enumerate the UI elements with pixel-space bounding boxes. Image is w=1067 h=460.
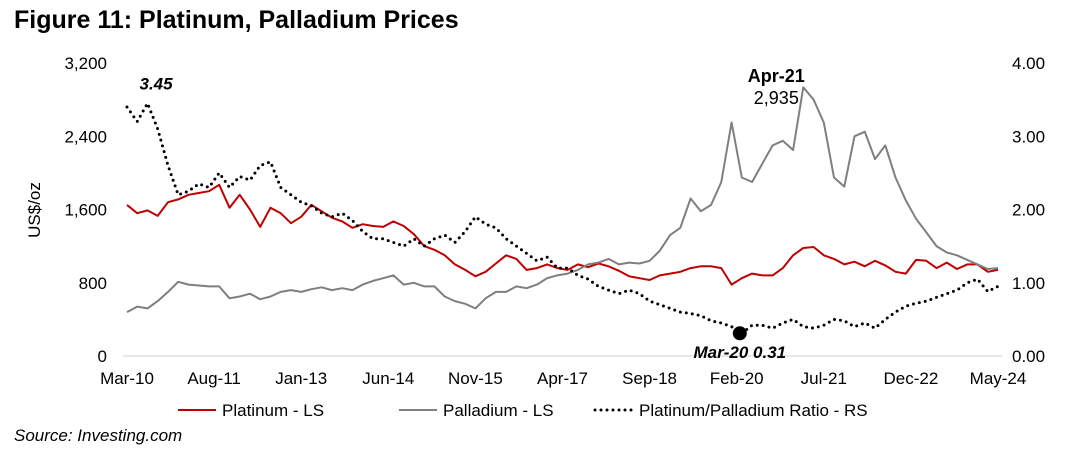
x-tick-label: Nov-15: [448, 369, 503, 388]
y2-tick-label: 4.00: [1012, 54, 1045, 73]
x-tick-label: Sep-18: [622, 369, 677, 388]
y2-tick-label: 1.00: [1012, 274, 1045, 293]
x-tick-label: Jul-21: [801, 369, 847, 388]
x-tick-label: Feb-20: [710, 369, 764, 388]
x-tick-label: Jun-14: [362, 369, 414, 388]
y-tick-label: 2,400: [64, 127, 107, 146]
y-axis-title: US$/oz: [25, 182, 44, 238]
legend-label: Platinum - LS: [222, 401, 324, 420]
y2-tick-label: 0.00: [1012, 347, 1045, 366]
series-line-platinum-palladium-ratio-rs: [125, 101, 1000, 335]
annotation-palladium-peak-date: Apr-21: [748, 66, 805, 86]
annotation-ratio-peak: 3.45: [139, 74, 173, 93]
legend-label: Palladium - LS: [443, 401, 554, 420]
series-line-palladium-ls: [126, 86, 999, 313]
ratio-low-marker: [732, 326, 747, 341]
y2-tick-label: 2.00: [1012, 201, 1045, 220]
legend-label: Platinum/Palladium Ratio - RS: [639, 401, 868, 420]
x-tick-label: Jan-13: [275, 369, 327, 388]
x-tick-label: Apr-17: [537, 369, 588, 388]
y-tick-label: 800: [79, 274, 107, 293]
source-note: Source: Investing.com: [14, 426, 183, 445]
x-tick-label: May-24: [970, 369, 1027, 388]
x-tick-label: Dec-22: [883, 369, 938, 388]
chart-title: Figure 11: Platinum, Palladium Prices: [14, 6, 459, 34]
annotation-ratio-low: Mar-20 0.31: [694, 343, 787, 362]
annotation-palladium-peak-value: 2,935: [754, 88, 799, 108]
x-tick-label: Mar-10: [100, 369, 154, 388]
y-tick-label: 0: [98, 347, 107, 366]
series-line-platinum-ls: [126, 183, 999, 286]
y2-tick-label: 3.00: [1012, 127, 1045, 146]
y-tick-label: 3,200: [64, 54, 107, 73]
x-tick-label: Aug-11: [187, 369, 241, 388]
y-tick-label: 1,600: [64, 201, 107, 220]
